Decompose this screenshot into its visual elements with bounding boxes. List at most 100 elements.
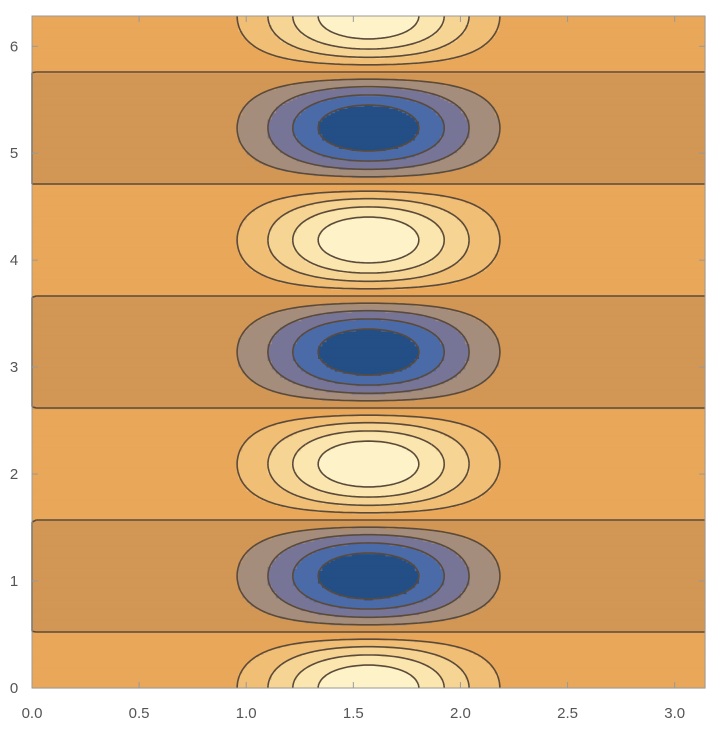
contour-band-cell — [322, 303, 416, 307]
contour-band-cell — [423, 528, 706, 532]
contour-band-cell — [292, 83, 445, 86]
contour-band-cell — [271, 364, 298, 368]
contour-band-cell — [280, 391, 353, 395]
contour-band-cell — [32, 219, 243, 223]
x-tick-label: 2.5 — [557, 705, 578, 722]
contour-band-cell — [444, 356, 471, 359]
contour-band-cell — [465, 450, 500, 454]
contour-band-cell — [494, 331, 706, 334]
contour-band-cell — [267, 457, 294, 460]
contour-band-cell — [32, 421, 281, 424]
contour-band-cell — [469, 121, 500, 124]
contour-band-cell — [318, 570, 420, 574]
contour-band-cell — [267, 135, 298, 139]
contour-band-cell — [32, 412, 706, 416]
contour-band-cell — [397, 482, 433, 485]
contour-band-cell — [259, 608, 302, 611]
contour-band-cell — [238, 568, 269, 571]
contour-band-cell — [292, 681, 319, 685]
contour-band-cell — [267, 469, 294, 473]
contour-band-cell — [406, 622, 706, 626]
contour-band-cell — [494, 144, 706, 147]
contour-band-cell — [465, 137, 500, 141]
contour-band-cell — [452, 505, 706, 508]
contour-band-cell — [288, 436, 323, 439]
contour-band-cell — [397, 606, 441, 609]
contour-band-cell — [334, 492, 403, 496]
contour-band-cell — [296, 452, 323, 456]
contour-band-cell — [326, 673, 412, 676]
contour-band-cell — [32, 198, 277, 202]
contour-band-cell — [465, 139, 500, 143]
contour-band-cell — [469, 574, 500, 578]
contour-band-cell — [32, 463, 239, 466]
contour-band-cell — [322, 490, 416, 494]
contour-band-cell — [461, 221, 496, 225]
contour-band-cell — [32, 299, 706, 303]
contour-band-cell — [477, 318, 706, 322]
contour-band-cell — [292, 97, 332, 101]
y-tick-label: 2 — [10, 466, 18, 483]
contour-band-cell — [498, 226, 706, 229]
contour-band-cell — [322, 165, 416, 168]
contour-band-cell — [32, 553, 248, 557]
contour-line-level — [31, 71, 705, 633]
contour-band-cell — [326, 450, 412, 454]
contour-band-cell — [292, 576, 319, 580]
contour-band-cell — [32, 685, 239, 689]
contour-band-cell — [486, 377, 706, 380]
contour-band-cell — [32, 93, 260, 97]
contour-band-cell — [271, 339, 298, 343]
contour-band-cell — [305, 331, 344, 334]
contour-band-cell — [275, 106, 306, 109]
contour-band-cell — [414, 469, 445, 473]
contour-band-cell — [322, 247, 416, 250]
contour-band-cell — [461, 423, 706, 427]
contour-band-cell — [410, 673, 441, 676]
contour-band-cell — [32, 543, 256, 546]
contour-band-cell — [267, 247, 294, 250]
contour-band-cell — [461, 442, 496, 445]
contour-band-cell — [385, 646, 458, 649]
contour-band-cell — [280, 217, 311, 221]
contour-band-cell — [418, 578, 445, 582]
contour-band-cell — [275, 333, 302, 336]
contour-band-cell — [267, 387, 315, 391]
contour-band-cell — [486, 433, 706, 437]
contour-band-cell — [402, 423, 462, 427]
contour-band-cell — [238, 360, 273, 364]
contour-band-cell — [259, 160, 307, 164]
contour-band-cell — [32, 167, 277, 170]
contour-band-cell — [292, 545, 336, 548]
contour-band-cell — [490, 104, 706, 107]
contour-band-cell — [318, 354, 420, 357]
contour-band-cell — [423, 599, 454, 603]
contour-band-cell — [322, 137, 416, 141]
contour-band-cell — [271, 452, 298, 456]
contour-band-cell — [292, 433, 332, 437]
contour-band-cell — [330, 112, 407, 116]
contour-band-cell — [482, 207, 706, 210]
contour-band-cell — [263, 610, 311, 613]
contour-band-cell — [440, 337, 466, 340]
contour-band-cell — [238, 685, 269, 689]
contour-band-cell — [423, 215, 458, 219]
contour-band-cell — [296, 562, 328, 565]
contour-band-cell — [267, 349, 294, 353]
contour-band-cell — [259, 93, 302, 97]
contour-band-cell — [486, 490, 706, 494]
contour-band-cell — [469, 471, 500, 475]
contour-band-cell — [32, 148, 248, 151]
contour-band-cell — [318, 238, 420, 242]
contour-band-cell — [473, 610, 706, 613]
contour-line-level — [236, 78, 501, 626]
contour-band-cell — [32, 26, 239, 30]
contour-band-cell — [343, 331, 395, 334]
contour-band-cell — [267, 345, 294, 349]
contour-band-cell — [469, 314, 706, 317]
contour-band-cell — [296, 675, 328, 679]
contour-band-cell — [292, 467, 319, 471]
contour-band-cell — [292, 604, 332, 607]
contour-band-cell — [292, 131, 319, 135]
contour-band-cell — [482, 158, 706, 162]
